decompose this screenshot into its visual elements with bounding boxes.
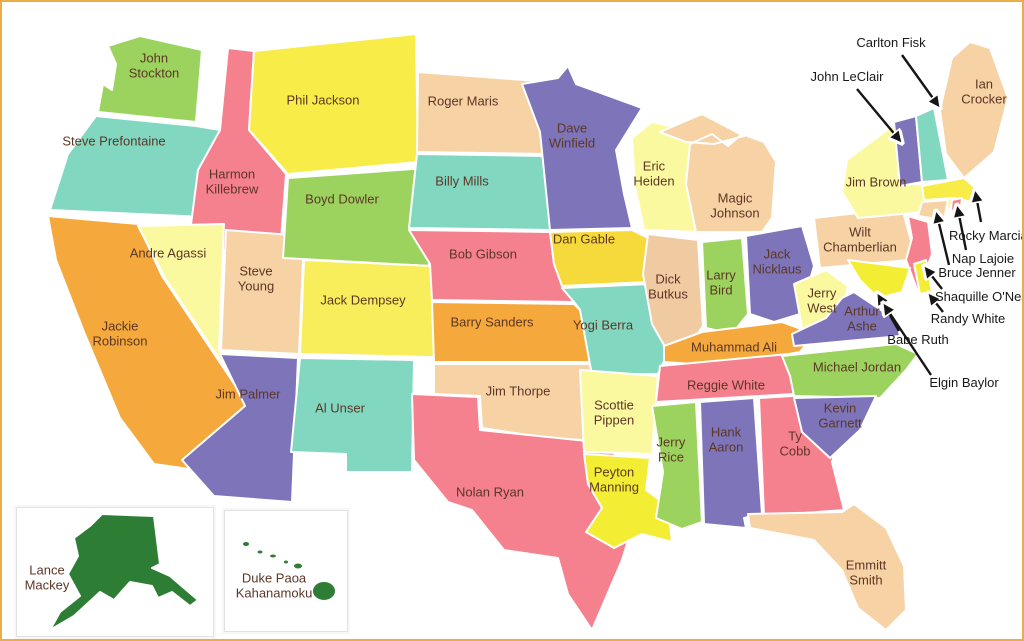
state-al[interactable] <box>699 397 763 529</box>
state-ks[interactable] <box>431 301 593 363</box>
state-tx[interactable] <box>411 393 639 631</box>
state-hi[interactable] <box>241 540 337 602</box>
state-wy[interactable] <box>282 167 430 267</box>
state-ms[interactable] <box>651 401 703 530</box>
state-me[interactable] <box>939 41 1009 179</box>
arrow-carlton-fisk-nh <box>901 54 940 108</box>
state-sd[interactable] <box>408 153 551 231</box>
arrow-elgin-baylor-dc <box>883 303 932 376</box>
state-in[interactable] <box>701 237 749 335</box>
state-ia[interactable] <box>549 229 657 287</box>
state-la[interactable] <box>583 453 673 549</box>
arrow-shaquille-oneal-nj <box>924 266 943 290</box>
hawaii-inset-box <box>224 510 348 632</box>
arrow-john-leclair-vt <box>856 88 902 143</box>
state-wa[interactable] <box>97 35 203 123</box>
state-ne[interactable] <box>408 229 575 303</box>
state-mt[interactable] <box>248 33 419 175</box>
state-nc[interactable] <box>781 343 919 399</box>
state-ar[interactable] <box>579 369 659 455</box>
state-az[interactable] <box>181 353 299 503</box>
arrow-bruce-jenner-ct <box>936 211 951 266</box>
state-nm[interactable] <box>290 357 415 473</box>
state-ct[interactable] <box>917 199 949 221</box>
state-ak[interactable] <box>49 513 199 631</box>
arrow-rocky-marciano-ma <box>975 190 981 223</box>
state-mn[interactable] <box>521 65 643 231</box>
state-mi[interactable] <box>659 113 777 233</box>
state-fl[interactable] <box>747 503 907 631</box>
state-md[interactable] <box>847 259 911 299</box>
arrow-nap-lajoie-ri <box>957 205 966 251</box>
arrow-randy-white-de <box>928 293 944 313</box>
state-sc[interactable] <box>793 395 877 459</box>
state-nj[interactable] <box>905 215 933 293</box>
